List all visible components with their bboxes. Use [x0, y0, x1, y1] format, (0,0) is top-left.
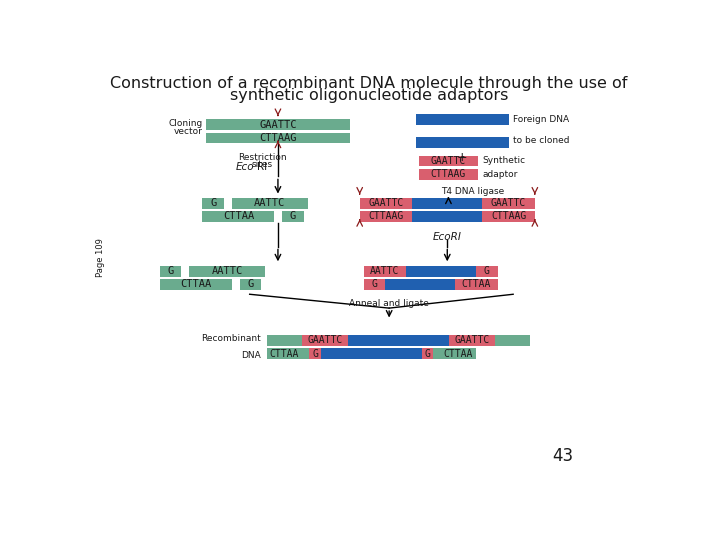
Text: CTTAAG: CTTAAG [431, 169, 466, 179]
Bar [160, 279, 232, 289]
Text: vector: vector [174, 126, 202, 136]
Bar [419, 156, 477, 166]
Text: 43: 43 [552, 447, 573, 465]
Bar [232, 198, 307, 209]
Text: G: G [425, 348, 431, 359]
Text: AATTC: AATTC [254, 198, 285, 208]
Bar [160, 266, 181, 276]
Bar [482, 211, 535, 222]
Text: RI: RI [257, 162, 267, 172]
Text: AATTC: AATTC [212, 266, 243, 276]
Text: Construction of a recombinant DNA molecule through the use of: Construction of a recombinant DNA molecu… [110, 76, 628, 91]
Text: CTTAAG: CTTAAG [369, 212, 404, 221]
Text: GAATTC: GAATTC [491, 198, 526, 208]
Text: Restriction: Restriction [238, 153, 287, 161]
Bar [364, 279, 385, 289]
Bar [406, 266, 476, 276]
Text: CTTAAG: CTTAAG [491, 212, 526, 221]
Text: T4 DNA ligase: T4 DNA ligase [441, 187, 504, 197]
Bar [206, 119, 350, 130]
Text: Anneal and ligate: Anneal and ligate [349, 299, 429, 308]
Text: CTTAA: CTTAA [180, 279, 212, 289]
Bar [360, 211, 413, 222]
Bar [282, 211, 304, 222]
Bar [206, 132, 350, 143]
Bar [266, 348, 310, 359]
Text: sites: sites [252, 160, 273, 168]
Bar [482, 198, 535, 209]
Bar [364, 266, 406, 276]
Bar [495, 335, 530, 346]
Text: +: + [456, 151, 467, 164]
Text: Cloning: Cloning [168, 119, 202, 128]
Text: EcoRI: EcoRI [433, 232, 462, 242]
Bar [202, 211, 274, 222]
Text: G: G [210, 198, 216, 208]
Text: G: G [312, 348, 318, 359]
Text: GAATTC: GAATTC [431, 156, 466, 166]
Bar [189, 266, 265, 276]
Bar [476, 266, 498, 276]
Bar [422, 348, 433, 359]
Bar [302, 335, 348, 346]
Text: GAATTC: GAATTC [259, 120, 297, 130]
Bar [413, 211, 482, 222]
Text: Foreign DNA: Foreign DNA [513, 115, 570, 124]
Text: G: G [372, 279, 377, 289]
Text: GAATTC: GAATTC [307, 335, 343, 346]
Bar [266, 335, 302, 346]
Bar [433, 348, 476, 359]
Bar [202, 198, 224, 209]
Bar [449, 335, 495, 346]
Text: G: G [247, 279, 253, 289]
Text: to be cloned: to be cloned [513, 136, 570, 145]
Bar [415, 137, 508, 148]
Bar [419, 168, 477, 179]
Text: CTTAAG: CTTAAG [259, 133, 297, 143]
Text: CTTAA: CTTAA [269, 348, 299, 359]
Text: GAATTC: GAATTC [454, 335, 490, 346]
Bar [310, 348, 321, 359]
Text: Page 109: Page 109 [96, 238, 105, 276]
Text: G: G [484, 266, 490, 276]
Bar [348, 335, 449, 346]
Bar [415, 114, 508, 125]
Bar [240, 279, 261, 289]
Bar [385, 279, 455, 289]
Bar [360, 198, 413, 209]
Text: G: G [290, 212, 296, 221]
Text: Synthetic: Synthetic [482, 156, 526, 165]
Bar [455, 279, 498, 289]
Text: Recombinant: Recombinant [201, 334, 261, 343]
Text: G: G [168, 266, 174, 276]
Text: AATTC: AATTC [370, 266, 400, 276]
Text: Eco: Eco [236, 162, 255, 172]
Text: adaptor: adaptor [482, 170, 518, 179]
Text: DNA: DNA [240, 350, 261, 360]
Text: CTTAA: CTTAA [222, 212, 254, 221]
Text: CTTAA: CTTAA [444, 348, 473, 359]
Bar [321, 348, 422, 359]
Text: synthetic oligonucleotide adaptors: synthetic oligonucleotide adaptors [230, 88, 508, 103]
Text: GAATTC: GAATTC [369, 198, 404, 208]
Bar [413, 198, 482, 209]
Text: CTTAA: CTTAA [462, 279, 491, 289]
